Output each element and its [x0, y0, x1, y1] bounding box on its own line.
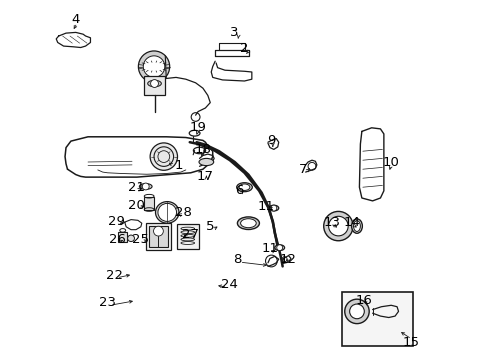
Ellipse shape — [158, 203, 176, 221]
Text: 23: 23 — [99, 296, 116, 309]
Circle shape — [349, 304, 364, 319]
Text: 24: 24 — [221, 278, 238, 291]
Ellipse shape — [239, 184, 249, 190]
Text: 19: 19 — [189, 121, 206, 134]
Circle shape — [323, 211, 352, 241]
Circle shape — [150, 143, 177, 170]
Bar — [118, 232, 127, 242]
Text: 21: 21 — [128, 181, 145, 194]
Circle shape — [328, 216, 347, 236]
Circle shape — [270, 205, 276, 211]
Text: 3: 3 — [230, 26, 239, 39]
Text: 15: 15 — [402, 336, 418, 348]
Text: 14: 14 — [343, 216, 360, 229]
Text: 17: 17 — [197, 170, 213, 183]
Bar — [149, 226, 167, 247]
Ellipse shape — [237, 217, 259, 230]
Text: 29: 29 — [108, 215, 124, 228]
Ellipse shape — [147, 80, 161, 87]
Bar — [144, 76, 164, 95]
Circle shape — [150, 80, 158, 87]
Text: 8: 8 — [232, 253, 241, 266]
Ellipse shape — [268, 205, 278, 211]
Text: 28: 28 — [175, 206, 191, 219]
Ellipse shape — [155, 202, 179, 223]
Text: 12: 12 — [280, 253, 296, 266]
Text: 16: 16 — [355, 294, 372, 307]
Text: 2: 2 — [240, 42, 248, 55]
Ellipse shape — [351, 219, 362, 233]
Text: 20: 20 — [128, 199, 145, 212]
Text: 25: 25 — [132, 233, 149, 246]
Text: 7: 7 — [298, 163, 307, 176]
Bar — [144, 197, 154, 210]
Circle shape — [344, 299, 368, 324]
Text: 26: 26 — [109, 233, 125, 246]
Ellipse shape — [274, 245, 284, 251]
Bar — [177, 224, 199, 249]
Circle shape — [138, 51, 169, 82]
Text: 13: 13 — [324, 216, 340, 229]
Ellipse shape — [236, 183, 252, 192]
Text: 11: 11 — [261, 242, 278, 255]
Text: 10: 10 — [382, 156, 399, 168]
Ellipse shape — [353, 221, 360, 231]
Text: 18: 18 — [194, 143, 211, 156]
Text: 5: 5 — [205, 220, 214, 233]
Text: 4: 4 — [71, 13, 80, 26]
Bar — [145, 223, 171, 250]
Circle shape — [142, 183, 149, 190]
Ellipse shape — [199, 158, 213, 166]
Text: 22: 22 — [106, 269, 123, 282]
Bar — [342, 292, 412, 346]
Circle shape — [276, 245, 282, 251]
Text: 6: 6 — [235, 184, 244, 197]
Text: 9: 9 — [266, 134, 275, 147]
Text: 27: 27 — [182, 228, 199, 240]
Ellipse shape — [127, 235, 134, 242]
Ellipse shape — [139, 184, 152, 189]
Text: 11: 11 — [258, 201, 274, 213]
Text: 1: 1 — [174, 159, 183, 172]
Circle shape — [153, 226, 163, 236]
Circle shape — [143, 56, 164, 77]
Ellipse shape — [240, 219, 256, 228]
